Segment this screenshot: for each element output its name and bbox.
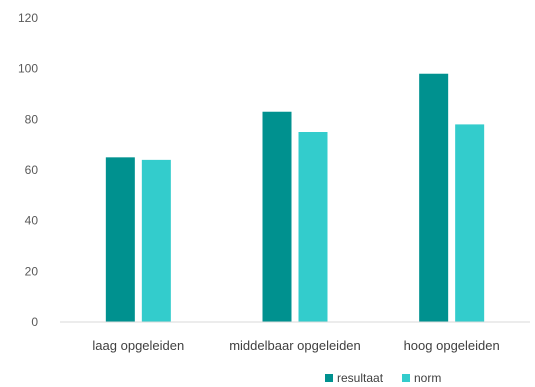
bar-resultaat-0 (105, 157, 135, 322)
bar-norm-1 (298, 132, 328, 322)
y-tick-label: 40 (25, 214, 39, 228)
y-axis: 0 20 40 60 80 100 120 (18, 11, 38, 329)
y-tick-label: 20 (25, 264, 39, 278)
x-category-label: middelbaar opgeleiden (229, 338, 361, 353)
x-axis: laag opgeleiden middelbaar opgeleiden hoog… (92, 338, 499, 353)
bar-norm-0 (141, 159, 171, 322)
bar-norm-2 (455, 124, 485, 323)
x-category-label: hoog opgeleiden (404, 338, 500, 353)
y-tick-label: 100 (18, 62, 38, 76)
legend-swatch-norm (402, 374, 410, 382)
y-tick-label: 120 (18, 11, 38, 25)
bar-resultaat-2 (419, 73, 449, 322)
legend-label-norm: norm (414, 371, 441, 385)
x-category-label: laag opgeleiden (92, 338, 184, 353)
legend-swatch-resultaat (325, 374, 333, 382)
bars (105, 73, 485, 323)
y-tick-label: 80 (25, 112, 39, 126)
bar-resultaat-1 (262, 111, 292, 322)
y-tick-label: 0 (31, 315, 38, 329)
legend-label-resultaat: resultaat (337, 371, 384, 385)
y-tick-label: 60 (25, 163, 39, 177)
legend: resultaat norm (325, 371, 441, 385)
